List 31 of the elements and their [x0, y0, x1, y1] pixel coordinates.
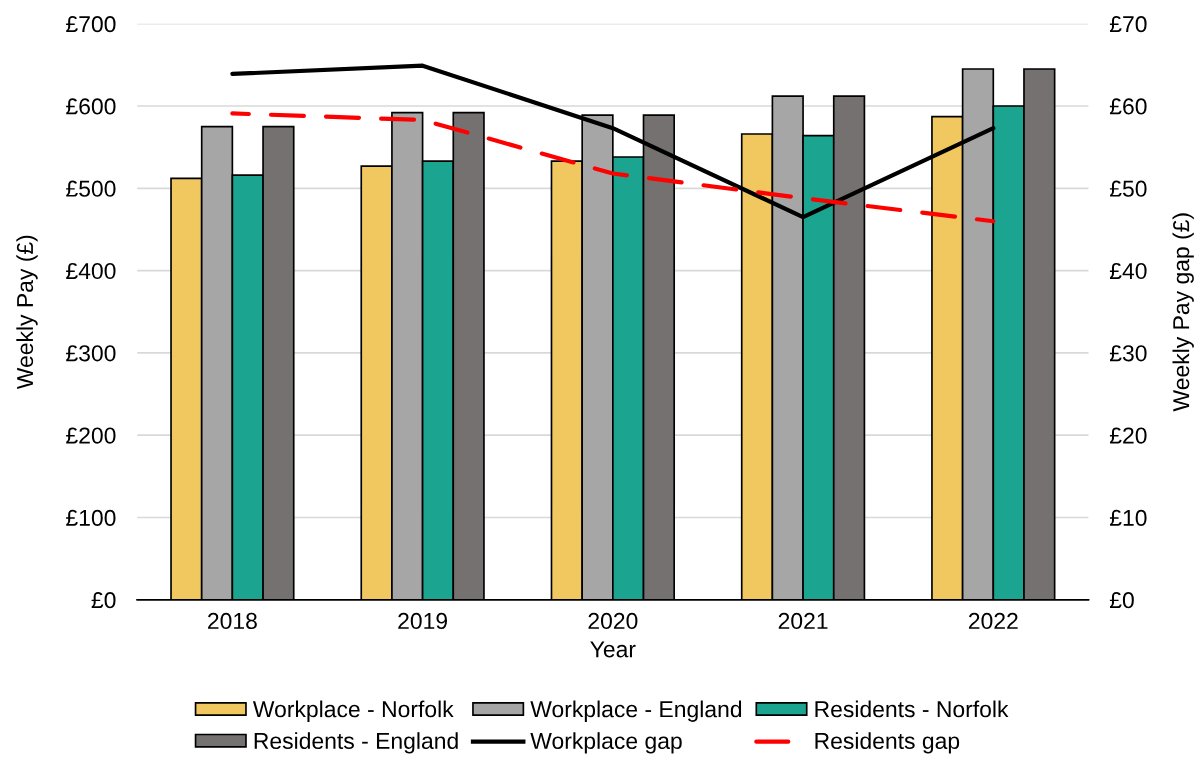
legend-label: Workplace - Norfolk — [252, 700, 454, 722]
y2-axis-title: Weekly Pay gap (£) — [1172, 213, 1194, 412]
x-tick-label: 2020 — [588, 612, 638, 630]
y-tick-label: £100 — [66, 509, 116, 526]
legend-label: Workplace gap — [530, 732, 682, 754]
y-tick-label: £600 — [66, 98, 116, 115]
y2-tick-label: £60 — [1109, 98, 1147, 115]
y2-tick-label: £50 — [1109, 180, 1147, 197]
legend-label: Residents gap — [815, 732, 960, 754]
line-series — [230, 111, 996, 224]
y-tick-label: £200 — [66, 427, 116, 444]
y2-tick-label: £0 — [1109, 592, 1134, 609]
y-tick-label: £700 — [66, 16, 116, 33]
y-tick-label: £500 — [66, 180, 116, 197]
y2-tick-label: £30 — [1109, 345, 1147, 362]
y2-tick-label: £20 — [1109, 427, 1147, 444]
y2-tick-label: £10 — [1109, 509, 1147, 526]
x-tick-label: 2018 — [208, 612, 257, 630]
x-tick-label: 2022 — [968, 612, 1018, 630]
y2-tick-label: £70 — [1109, 16, 1147, 33]
x-axis-title: Year — [590, 641, 636, 658]
y2-tick-label: £40 — [1109, 262, 1147, 280]
x-tick-label: 2019 — [398, 612, 448, 630]
legend-label: Residents - England — [254, 732, 458, 754]
x-tick-label: 2021 — [778, 612, 828, 630]
y-axis-title: Weekly Pay (£) — [16, 235, 38, 390]
legend-label: Workplace - England — [530, 700, 742, 722]
y-tick-label: £0 — [91, 592, 116, 609]
y-tick-label: £400 — [66, 262, 116, 280]
legend-label: Residents - Norfolk — [815, 700, 1009, 718]
y-tick-label: £300 — [66, 345, 116, 362]
